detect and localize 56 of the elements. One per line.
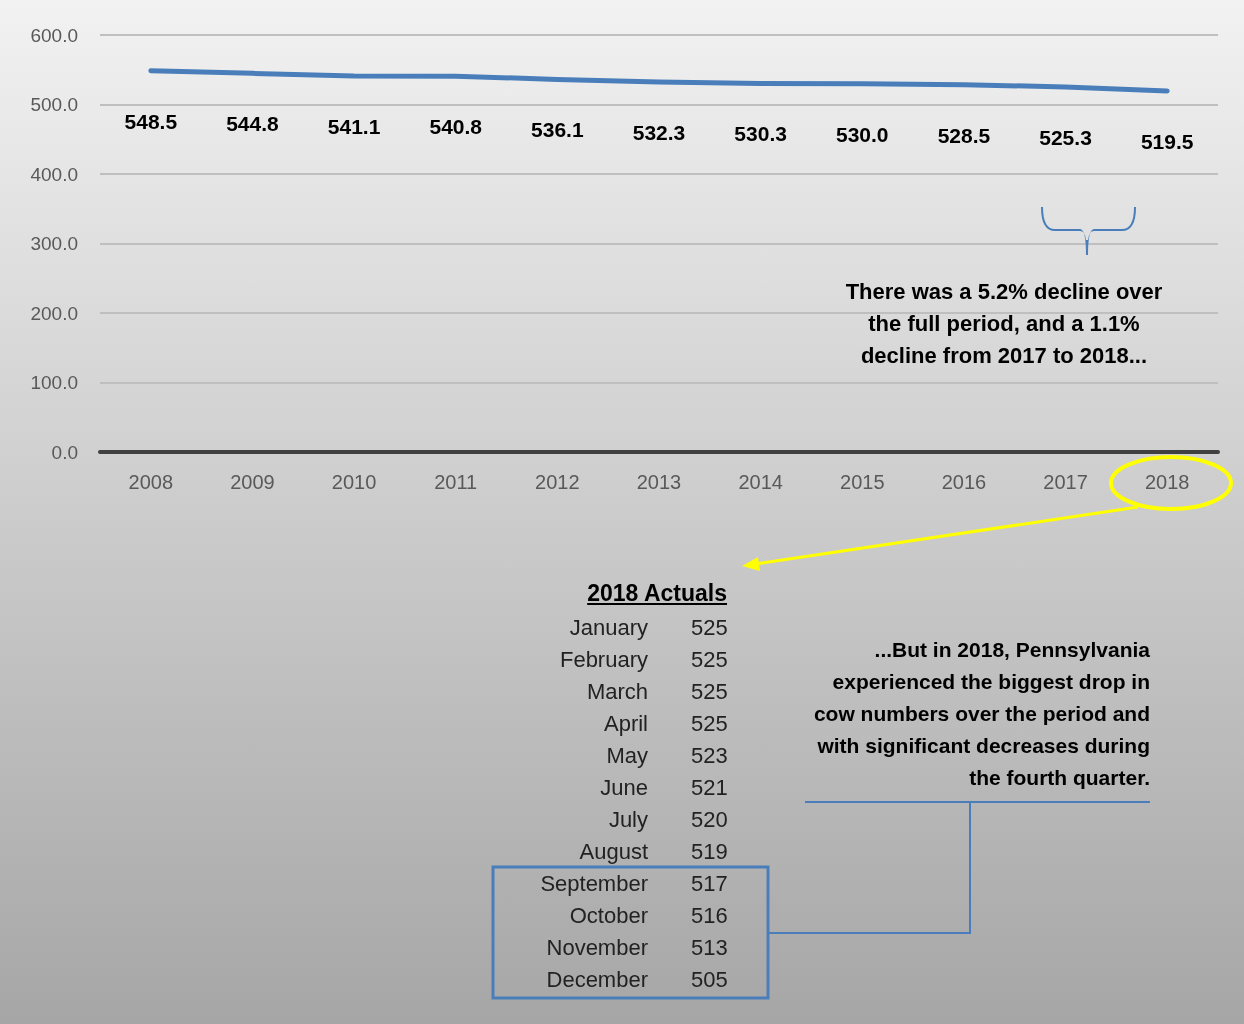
x-tick-label: 2011 — [434, 471, 478, 493]
y-tick-label: 600.0 — [30, 24, 78, 46]
category-label: June — [599, 774, 648, 802]
data-label: 530.0 — [835, 122, 889, 146]
data-label: 525.3 — [1039, 125, 1092, 149]
x-tick-label: 2008 — [128, 471, 174, 493]
data-label: 548.5 — [124, 109, 178, 133]
category-label: August — [578, 838, 648, 866]
y-tick-label: 200.0 — [30, 302, 78, 324]
x-tick-label: 2016 — [941, 471, 987, 493]
category-label: March — [585, 678, 648, 706]
text: 2018 Actuals — [586, 580, 727, 608]
data-label: 519 — [691, 838, 728, 866]
data-label: 505 — [691, 966, 728, 994]
x-tick-label: 2012 — [535, 471, 580, 493]
x-tick-label: 2017 — [1043, 471, 1088, 493]
data-label: 525 — [691, 614, 728, 642]
data-label: 541.1 — [327, 114, 381, 138]
category-label: December — [545, 966, 648, 994]
category-label: February — [558, 646, 648, 674]
data-label: 525 — [691, 678, 728, 706]
x-tick-label: 2015 — [840, 471, 885, 493]
data-label: 516 — [691, 902, 728, 930]
x-tick-label: 2013 — [636, 471, 682, 493]
data-label: 521 — [691, 774, 728, 802]
data-label: 523 — [691, 742, 728, 770]
x-tick-label: 2014 — [738, 471, 783, 493]
y-tick-label: 0.0 — [51, 441, 78, 463]
text: ...But in 2018, Pennsylvania experienced the biggest drop in cow numbers over the period and with significant decreases during the fourth quarter. — [812, 637, 1150, 791]
y-tick-label: 400.0 — [30, 163, 78, 185]
data-label: 525 — [691, 646, 728, 674]
data-label: 517 — [691, 870, 728, 898]
category-label: January — [568, 614, 648, 642]
x-tick-label: 2018 — [1144, 471, 1190, 493]
data-label: 513 — [691, 934, 728, 962]
annotation: There was a 5.2% decline over the full period, and a 1.1% decline from 2017 to 2018... — [844, 278, 1164, 370]
data-label: 519.5 — [1140, 129, 1194, 153]
x-tick-label: 2010 — [331, 471, 377, 493]
category-label: May — [605, 742, 648, 770]
data-label: 540.8 — [429, 115, 483, 139]
data-label: 528.5 — [937, 123, 991, 147]
category-label: July — [607, 806, 648, 834]
y-tick-label: 100.0 — [30, 372, 78, 393]
x-tick-label: 2009 — [230, 471, 275, 493]
data-label: 530.3 — [734, 122, 787, 146]
data-label: 532.3 — [632, 121, 686, 145]
data-label: 520 — [691, 806, 728, 834]
y-tick-label: 500.0 — [30, 94, 78, 115]
category-label: November — [545, 934, 648, 962]
category-label: April — [603, 710, 648, 738]
category-label: October — [568, 902, 648, 930]
data-label: 525 — [691, 710, 728, 738]
data-label: 544.8 — [226, 112, 280, 136]
data-label: 536.1 — [531, 118, 584, 142]
category-label: September — [539, 870, 648, 898]
y-tick-label: 300.0 — [30, 233, 78, 254]
